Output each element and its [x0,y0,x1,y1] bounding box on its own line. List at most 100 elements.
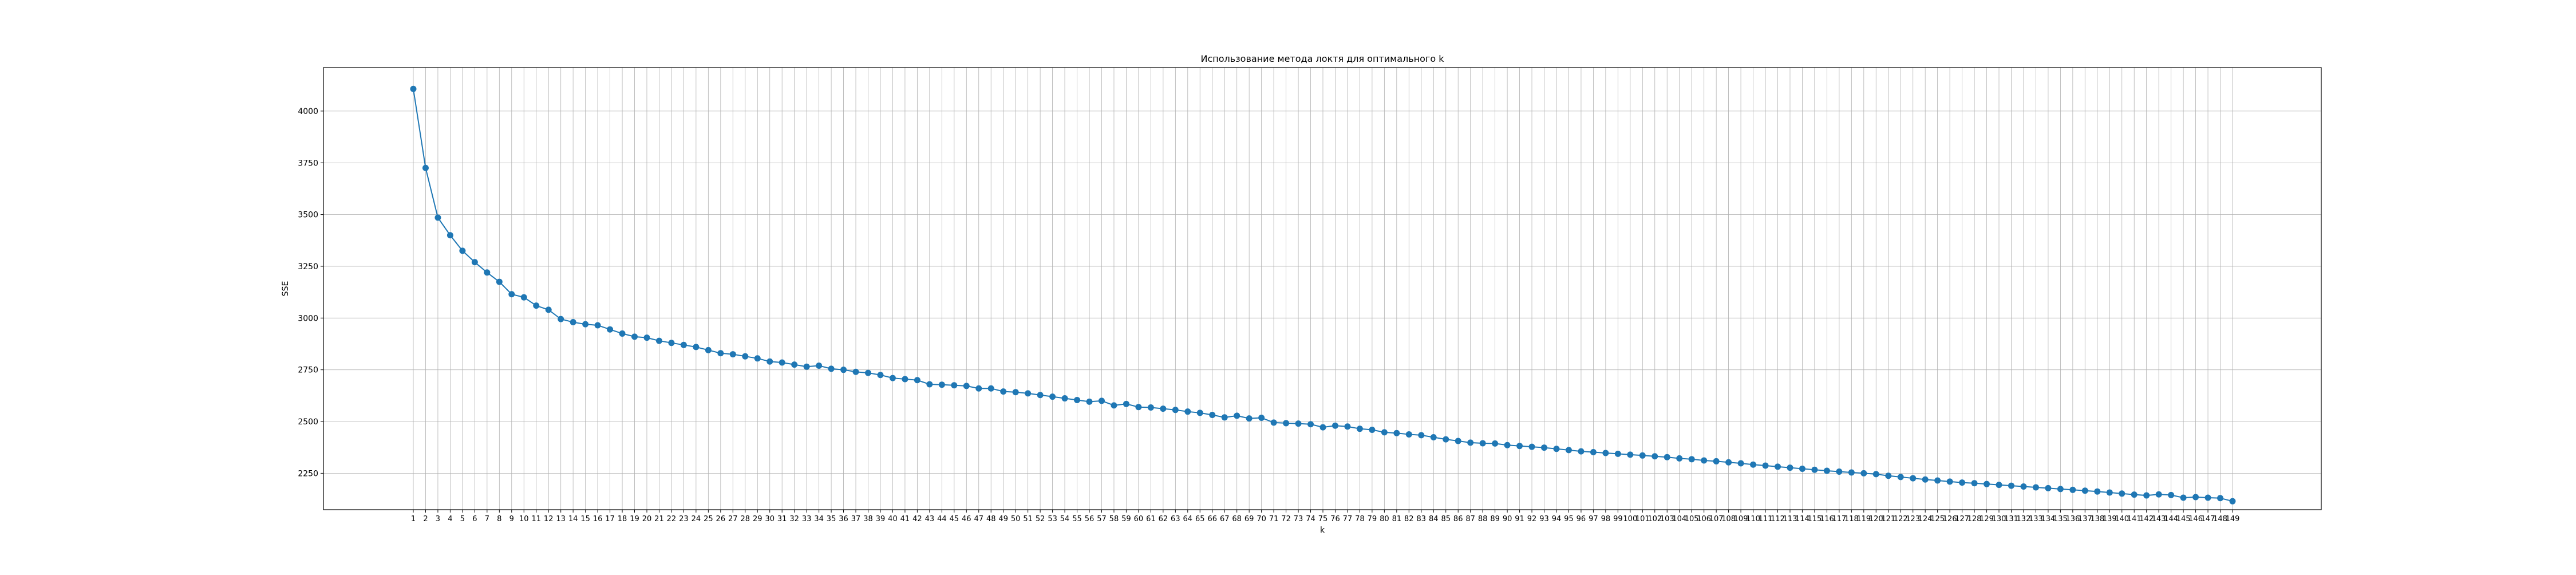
x-tick-label: 74 [1306,515,1315,523]
x-tick-label: 97 [1589,515,1598,523]
data-point [1725,459,1732,466]
x-tick-label: 54 [1060,515,1070,523]
y-axis-label: SSE [281,281,290,297]
x-tick-label: 48 [986,515,996,523]
data-point [926,381,933,388]
data-point [1074,396,1081,403]
x-tick-label: 123 [1906,515,1920,523]
x-tick-label: 36 [839,515,848,523]
data-point [680,341,687,348]
x-axis-label: k [1320,526,1325,535]
data-point [1418,432,1425,439]
data-point [987,385,994,392]
data-point [643,334,650,341]
x-tick-label: 122 [1894,515,1908,523]
data-point [2045,485,2052,491]
data-point [914,377,920,384]
x-tick-label: 132 [2017,515,2031,523]
data-point [1111,402,1117,409]
grid [323,68,2321,510]
data-point [1184,408,1191,415]
x-tick-label: 133 [2029,515,2043,523]
x-tick-label: 22 [667,515,677,523]
data-point [619,330,626,337]
x-tick-label: 38 [863,515,873,523]
x-tick-label: 34 [814,515,824,523]
data-point [2032,484,2039,491]
x-tick-label: 148 [2213,515,2227,523]
data-point [1910,475,1917,482]
data-point [852,368,859,375]
data-point [1061,395,1068,402]
x-tick-label: 100 [1623,515,1637,523]
x-tick-label: 24 [692,515,701,523]
x-tick-label: 15 [580,515,590,523]
x-tick-label: 134 [2041,515,2055,523]
data-point [2069,486,2076,493]
x-tick-label: 86 [1453,515,1463,523]
data-point [1996,482,2002,489]
x-tick-label: 76 [1330,515,1340,523]
data-point [1344,423,1351,430]
data-point [803,363,810,370]
x-tick-label: 92 [1527,515,1537,523]
x-tick-label: 94 [1552,515,1562,523]
x-tick-label: 119 [1856,515,1871,523]
x-tick-label: 11 [531,515,541,523]
data-point [1984,481,1990,487]
x-tick-label: 115 [1808,515,1822,523]
data-point [508,291,515,298]
x-tick-label: 25 [704,515,713,523]
data-point [1295,420,1302,427]
x-tick-label: 16 [593,515,603,523]
data-point [1098,397,1105,404]
data-point [447,232,453,239]
x-tick-label: 49 [998,515,1008,523]
data-point [582,321,589,328]
x-tick-label: 39 [876,515,886,523]
x-tick-label: 20 [642,515,652,523]
x-tick-label: 90 [1503,515,1512,523]
data-point [1221,414,1228,421]
y-tick-label: 3000 [298,314,318,323]
x-tick-label: 114 [1795,515,1809,523]
x-tick-label: 120 [1869,515,1883,523]
x-tick-label: 41 [900,515,910,523]
data-point [1578,448,1585,455]
x-tick-label: 95 [1564,515,1574,523]
data-point [1701,457,1708,464]
data-point [1516,443,1523,450]
x-tick-label: 87 [1465,515,1475,523]
data-point [1664,454,1670,460]
x-tick-label: 85 [1441,515,1451,523]
data-point [1196,409,1203,416]
data-point [1258,415,1265,422]
x-tick-label: 72 [1281,515,1291,523]
x-tick-label: 84 [1429,515,1439,523]
x-tick-label: 124 [1918,515,1933,523]
data-point [1319,424,1326,431]
data-point [828,365,835,372]
data-point [865,369,871,376]
x-tick-label: 62 [1159,515,1168,523]
data-point [1762,462,1769,469]
data-point [742,353,749,360]
data-point [754,355,761,362]
x-tick-label: 80 [1380,515,1389,523]
x-tick-label: 63 [1171,515,1180,523]
data-point [1393,430,1400,436]
data-point [1307,421,1314,428]
x-tick-label: 79 [1368,515,1377,523]
x-tick-label: 75 [1318,515,1328,523]
x-tick-label: 127 [1955,515,1969,523]
x-tick-label: 56 [1085,515,1095,523]
x-tick-label: 35 [827,515,836,523]
x-tick-label: 51 [1023,515,1033,523]
data-point [1504,442,1511,448]
x-tick-label: 104 [1672,515,1686,523]
data-point [1000,388,1007,395]
data-point [1492,440,1499,447]
data-point [655,337,662,344]
x-tick-label: 27 [728,515,738,523]
